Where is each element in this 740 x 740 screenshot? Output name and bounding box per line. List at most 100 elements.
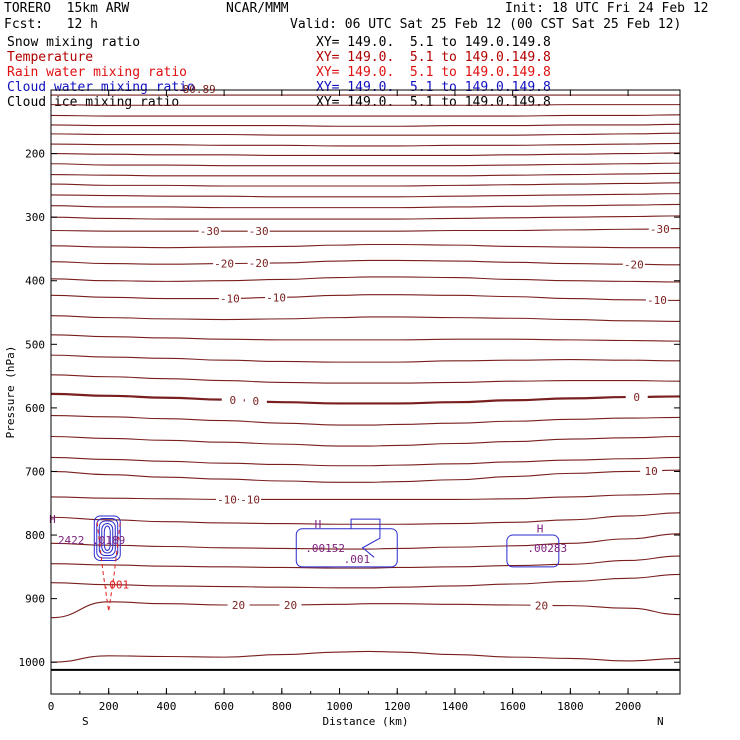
contour-value-label: .00283 xyxy=(527,542,567,555)
isotherm-label: 0 xyxy=(253,395,260,408)
field-range-rain: XY= 149.0. 5.1 to 149.0.149.8 xyxy=(316,65,551,80)
isotherm-line xyxy=(50,182,681,187)
x-end-label-south: S xyxy=(82,715,89,728)
header-org: NCAR/MMM xyxy=(226,1,289,16)
isotherm-label: -20 xyxy=(249,257,269,270)
isotherm-line xyxy=(50,315,681,322)
isotherm-label: -10 xyxy=(647,294,667,307)
field-name-temperature: Temperature xyxy=(7,50,94,65)
isotherm-label: 20 xyxy=(232,599,245,612)
isotherm-label-bg xyxy=(244,395,267,408)
isotherm-label: -20 xyxy=(624,258,644,271)
isotherm-label-bg xyxy=(239,493,262,506)
y-tick-label: 700 xyxy=(25,465,45,478)
y-tick-label: 800 xyxy=(25,529,45,542)
isotherm-label: -30 xyxy=(249,225,269,238)
isotherm-label: -20 xyxy=(214,258,234,271)
isotherm-label: 0 xyxy=(229,394,236,407)
x-end-label-north: N xyxy=(657,715,664,728)
field-range-cloud-water: XY= 149.0. 5.1 to 149.0.149.8 xyxy=(316,80,551,95)
x-tick-label: 800 xyxy=(272,700,292,713)
x-tick-label: 1400 xyxy=(442,700,469,713)
isotherm-label: 20 xyxy=(535,599,548,612)
y-tick-label: 400 xyxy=(25,275,45,288)
cloud-water-contour xyxy=(506,534,560,568)
isotherm-label-bg xyxy=(227,598,250,611)
isotherm-line xyxy=(50,162,681,167)
isotherm-label: -30 xyxy=(200,225,220,238)
isotherm-line xyxy=(50,456,681,467)
isotherm-line xyxy=(50,469,681,483)
field-range-cloud-ice: XY= 149.0. 5.1 to 149.0.149.8 xyxy=(316,95,551,110)
isotherm-line xyxy=(50,334,681,342)
isotherm-line xyxy=(50,142,681,147)
axes-group: 0 200 400 600 800 1000 1200 1400 1600 1800 2000200… xyxy=(19,90,680,713)
cloud-water-inner-contour xyxy=(96,517,119,559)
cloud-water-group xyxy=(93,515,560,568)
header-model: TORERO 15km ARW xyxy=(4,1,130,16)
high-marker-label: H xyxy=(315,518,322,531)
contour-value-label: .00152 xyxy=(305,542,345,555)
plot-frame xyxy=(50,89,681,695)
isotherm-line xyxy=(50,276,681,283)
isotherm-line xyxy=(50,650,681,663)
x-tick-label: 1200 xyxy=(384,700,411,713)
x-axis-label: Distance (km) xyxy=(322,715,408,728)
high-marker-label: H xyxy=(49,513,56,526)
field-name-snow: Snow mixing ratio xyxy=(7,35,141,50)
x-tick-label: 2000 xyxy=(615,700,642,713)
y-tick-label: 900 xyxy=(25,593,45,606)
isotherm-label-bg xyxy=(648,222,671,235)
isotherm-line xyxy=(50,259,681,266)
isotherm-line xyxy=(50,354,681,363)
isotherm-label-bg xyxy=(247,257,270,270)
isotherm-line xyxy=(50,435,681,447)
top-contour-label: -80.89 xyxy=(176,83,216,96)
y-tick-label: 500 xyxy=(25,338,45,351)
isotherm-line xyxy=(50,294,681,301)
isotherm-label: 0 xyxy=(633,391,640,404)
isotherm-label-bg xyxy=(645,294,668,307)
isotherm-label-bg xyxy=(221,394,244,407)
isotherm-line xyxy=(50,374,681,384)
field-name-cloud-water: Cloud water mixing ratio xyxy=(7,80,195,95)
isotherm-line xyxy=(50,493,681,500)
x-tick-label: 600 xyxy=(214,700,234,713)
x-tick-label: 0 xyxy=(48,700,55,713)
isotherm-group: -30 -30 -30-20 -20 -20-10 -10 -100 0 010-10 -1020… xyxy=(50,94,681,663)
isotherm-label: -10 xyxy=(220,292,240,305)
cloud-water-contour xyxy=(93,515,121,561)
isotherm-label-bg xyxy=(640,464,663,477)
isotherm-line xyxy=(50,152,681,157)
field-name-cloud-ice: Cloud ice mixing ratio xyxy=(7,95,180,110)
isotherm-line xyxy=(50,414,681,426)
isotherm-line xyxy=(50,243,680,249)
contour-value-label: 2422 xyxy=(58,534,85,547)
isotherm-line xyxy=(50,573,681,589)
isotherm-label-bg xyxy=(279,598,302,611)
isotherm-label: 20 xyxy=(284,599,297,612)
y-tick-label: 1000 xyxy=(19,656,46,669)
isotherm-label-bg xyxy=(530,599,553,612)
field-range-temperature: XY= 149.0. 5.1 to 149.0.149.8 xyxy=(316,50,551,65)
contour-value-label: .001 xyxy=(344,553,371,566)
header-valid: Valid: 06 UTC Sat 25 Feb 12 (00 CST Sat … xyxy=(290,17,682,32)
isotherm-label-bg xyxy=(247,225,270,238)
isotherm-label-bg xyxy=(213,257,236,270)
isotherm-line xyxy=(50,104,680,106)
isotherm-label-bg xyxy=(622,258,645,271)
isotherm-line xyxy=(50,392,681,405)
cloud-water-inner-contour xyxy=(103,525,111,551)
isotherm-line xyxy=(50,601,681,619)
isotherm-label: -30 xyxy=(650,223,670,236)
isotherm-line xyxy=(50,203,681,209)
isotherm-line xyxy=(50,228,681,232)
contour-value-label: .0189 xyxy=(92,534,125,547)
x-tick-label: 1000 xyxy=(326,700,353,713)
field-name-rain: Rain water mixing ratio xyxy=(7,65,188,80)
isotherm-line xyxy=(50,132,681,136)
isotherm-label: -10 xyxy=(266,291,286,304)
isotherm-label: -10 xyxy=(240,493,260,506)
isotherm-label: -10 xyxy=(217,493,237,506)
cloud-water-inner-contour xyxy=(101,522,114,554)
